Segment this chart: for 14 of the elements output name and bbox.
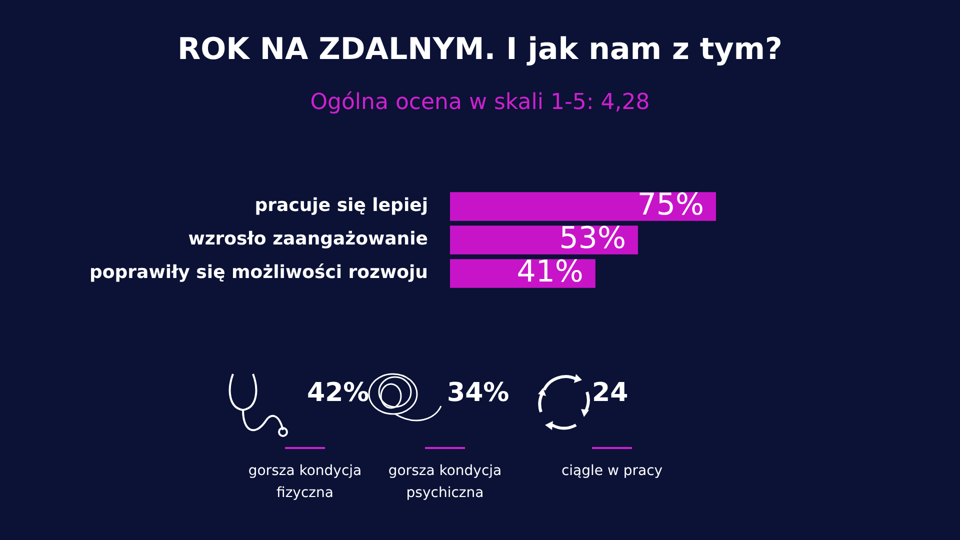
text: 42%: [307, 378, 370, 408]
text: 24: [592, 378, 628, 408]
y-tick-label: pracuje się lepiej: [254, 195, 428, 216]
text: gorsza kondycja fizyczna: [247, 462, 363, 503]
data-label: 41%: [516, 254, 584, 290]
chart-subtitle: Ogólna ocena w skali 1-5: 4,28: [309, 90, 651, 115]
data-label: 53%: [559, 220, 626, 256]
text: gorsza kondycja psychiczna: [387, 462, 503, 503]
y-tick-label: wzrosło zaangażowanie: [188, 228, 428, 250]
text: ciągle w pracy: [560, 462, 664, 481]
y-tick-label: poprawiły się możliwości rozwoju: [90, 262, 428, 284]
text: 34%: [447, 378, 510, 408]
chart-title: ROK NA ZDALNYM. I jak nam z tym?: [176, 32, 784, 67]
data-label: 75%: [637, 187, 704, 222]
